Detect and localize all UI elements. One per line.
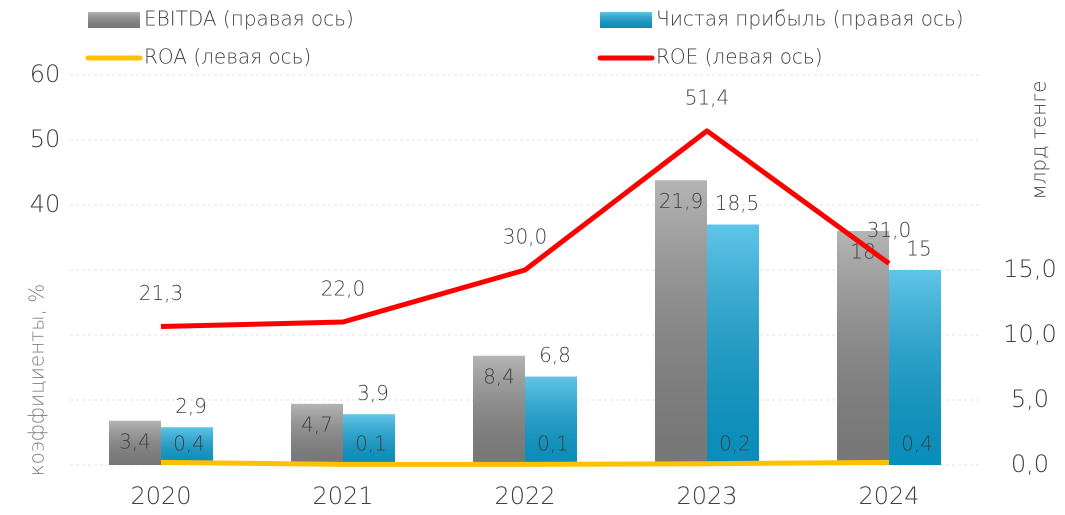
bar-shade	[291, 403, 343, 465]
bar-shade	[655, 180, 707, 466]
bar-shade	[473, 355, 525, 465]
legend-swatch-shade	[88, 12, 140, 28]
data-label: 51,4	[685, 85, 730, 109]
bar-shade	[525, 376, 577, 465]
bar-shade	[837, 231, 889, 465]
data-label: 0,2	[719, 432, 751, 456]
y-axis-title: коэффициенты, %	[25, 284, 49, 477]
data-label: 3,4	[119, 429, 151, 453]
x-tick-label: 2024	[858, 482, 919, 510]
data-label: 30,0	[503, 225, 548, 249]
y2-tick-label: 15,0	[1003, 255, 1056, 283]
data-label: 0,1	[537, 432, 569, 456]
line	[160, 128, 891, 330]
data-label: 21,3	[139, 281, 184, 305]
y-tick-label: 40	[30, 190, 61, 218]
data-label: 2,9	[175, 394, 207, 418]
legend-swatch-shade	[600, 12, 652, 28]
y-tick-label: 50	[30, 125, 61, 153]
data-label: 18,5	[715, 191, 760, 215]
data-label: 0,4	[901, 432, 933, 456]
data-label: 0,1	[355, 432, 387, 456]
x-tick-label: 2022	[494, 482, 555, 510]
y2-tick-label: 5,0	[1011, 385, 1049, 413]
line	[160, 459, 890, 467]
data-label: 4,7	[301, 412, 333, 436]
bar-shade	[109, 420, 161, 465]
y2-axis-title: млрд тенге	[1027, 81, 1051, 200]
data-label: 21,9	[659, 189, 704, 213]
bar-shade	[343, 414, 395, 465]
y2-tick-label: 10,0	[1003, 320, 1056, 348]
x-tick-label: 2020	[130, 482, 191, 510]
legend-label: Чистая прибыль (правая ось)	[656, 7, 964, 31]
data-label: 6,8	[539, 343, 571, 367]
data-label: 8,4	[483, 364, 515, 388]
legend-label: ROE (левая ось)	[656, 45, 823, 69]
legend-label: ROA (левая ось)	[144, 45, 311, 69]
data-label: 15	[906, 237, 931, 261]
x-tick-label: 2023	[676, 482, 737, 510]
data-label: 0,4	[173, 432, 205, 456]
bar-shade	[707, 224, 759, 465]
y-tick-label: 60	[30, 60, 61, 88]
bar-shade	[889, 270, 941, 465]
bar-shade	[161, 427, 213, 465]
x-tick-label: 2021	[312, 482, 373, 510]
data-label: 22,0	[321, 277, 366, 301]
data-label: 31,0	[867, 218, 912, 242]
data-label: 3,9	[357, 381, 389, 405]
legend-label: EBITDA (правая ось)	[144, 7, 354, 31]
y2-tick-label: 0,0	[1011, 450, 1049, 478]
